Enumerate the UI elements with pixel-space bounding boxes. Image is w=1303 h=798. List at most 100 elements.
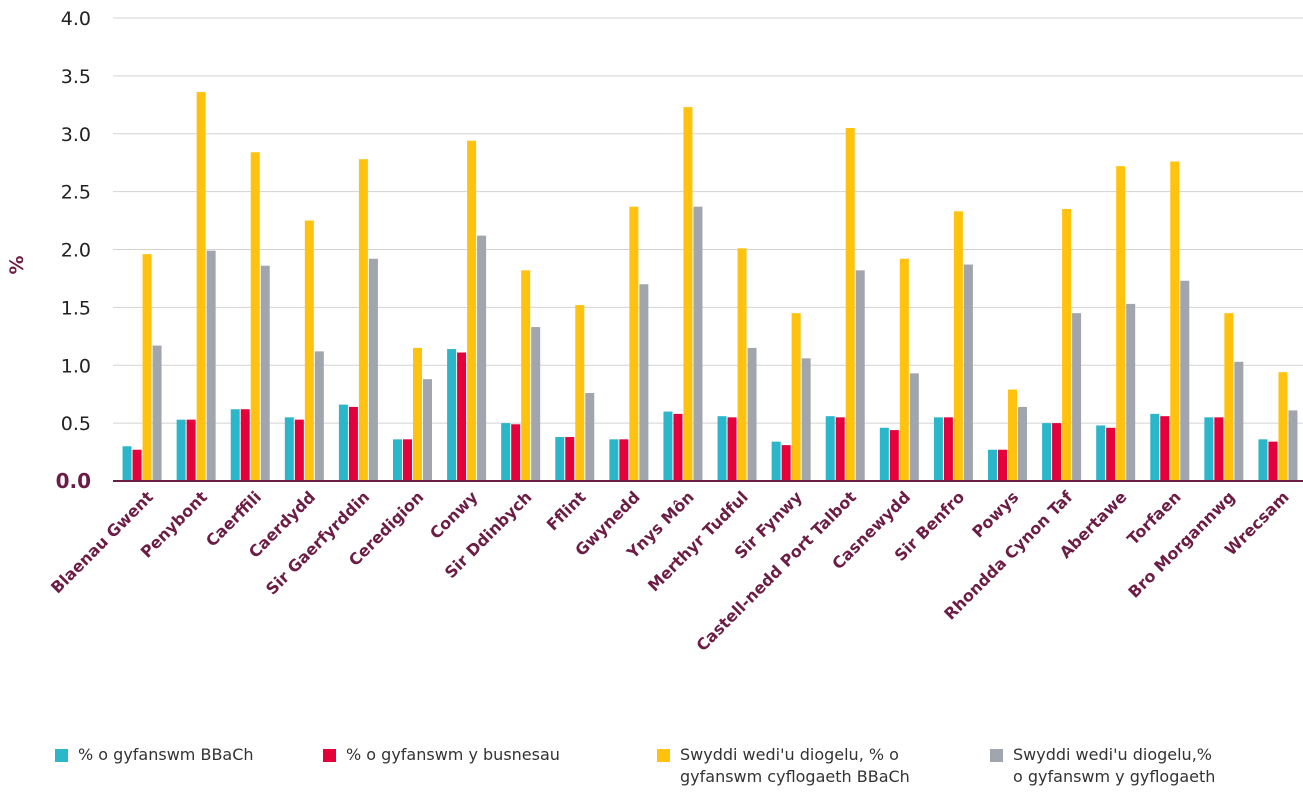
bar bbox=[619, 439, 629, 481]
bar bbox=[176, 419, 186, 481]
bar bbox=[639, 284, 649, 481]
bar bbox=[393, 439, 402, 481]
bar bbox=[501, 423, 511, 481]
y-axis-ticks: 0.0 0.5 1.0 1.5 2.0 2.5 3.0 3.5 4.0 bbox=[56, 8, 91, 493]
bar bbox=[240, 409, 250, 481]
legend-item: Swyddi wedi'u diogelu, % o gyfanswm cyflo… bbox=[657, 744, 910, 788]
bar bbox=[683, 107, 693, 481]
bar bbox=[403, 439, 412, 481]
bar bbox=[791, 313, 801, 481]
bar bbox=[609, 439, 619, 481]
bar bbox=[511, 424, 521, 481]
bar bbox=[152, 345, 162, 481]
bar bbox=[338, 404, 348, 481]
bar bbox=[747, 347, 757, 481]
bar bbox=[348, 406, 358, 481]
bar bbox=[1214, 417, 1224, 481]
bar bbox=[1116, 166, 1126, 481]
legend-swatch bbox=[55, 749, 68, 762]
bar bbox=[1072, 313, 1082, 481]
bar bbox=[284, 417, 294, 481]
bar bbox=[531, 327, 541, 481]
x-tick-label: Powys bbox=[968, 487, 1022, 541]
bar bbox=[575, 305, 585, 481]
bar bbox=[717, 416, 727, 481]
bar bbox=[467, 140, 477, 481]
bar bbox=[909, 373, 919, 481]
bar bbox=[899, 258, 909, 481]
legend-label-line: % o gyfanswm y busnesau bbox=[346, 745, 560, 764]
bar bbox=[457, 352, 467, 481]
bar bbox=[1224, 313, 1234, 481]
y-tick-label: 2.0 bbox=[61, 240, 91, 262]
bar bbox=[314, 351, 324, 481]
bar bbox=[963, 264, 973, 481]
bar bbox=[998, 449, 1007, 481]
y-tick-label: 4.0 bbox=[61, 8, 91, 30]
bar bbox=[1150, 413, 1160, 481]
bar bbox=[1204, 417, 1214, 481]
bar bbox=[1018, 406, 1027, 481]
legend: % o gyfanswm BBaCh % o gyfanswm y busnesa… bbox=[0, 744, 1303, 798]
legend-item: % o gyfanswm y busnesau bbox=[323, 744, 560, 766]
bar bbox=[413, 347, 422, 481]
bar bbox=[555, 437, 565, 481]
bar bbox=[1008, 389, 1017, 481]
bar bbox=[879, 427, 889, 481]
legend-label: % o gyfanswm BBaCh bbox=[78, 744, 254, 766]
bar bbox=[250, 152, 260, 481]
legend-label-line: o gyfanswm y gyflogaeth bbox=[1013, 767, 1216, 786]
bar bbox=[142, 254, 152, 481]
bar bbox=[737, 248, 747, 481]
y-tick-label: 3.5 bbox=[61, 66, 91, 88]
legend-label-line: Swyddi wedi'u diogelu,% bbox=[1013, 745, 1212, 764]
bar bbox=[801, 358, 811, 481]
bar-chart: 0.0 0.5 1.0 1.5 2.0 2.5 3.0 3.5 4.0 % Blaenau Gw… bbox=[6, 8, 1303, 655]
legend-label: % o gyfanswm y busnesau bbox=[346, 744, 560, 766]
bar bbox=[521, 270, 531, 481]
bar bbox=[781, 445, 791, 481]
legend-label-line: gyfanswm cyflogaeth BBaCh bbox=[680, 767, 910, 786]
bar bbox=[1180, 280, 1190, 481]
bar bbox=[889, 430, 899, 481]
bar bbox=[358, 159, 368, 481]
legend-item: % o gyfanswm BBaCh bbox=[55, 744, 254, 766]
legend-label-line: % o gyfanswm BBaCh bbox=[78, 745, 254, 764]
bar bbox=[1052, 423, 1062, 481]
y-tick-label: 3.0 bbox=[61, 124, 91, 146]
bar bbox=[1170, 161, 1180, 481]
bar bbox=[585, 393, 595, 481]
bar bbox=[953, 211, 963, 482]
bar bbox=[477, 235, 487, 481]
legend-swatch bbox=[657, 749, 670, 762]
bar bbox=[1160, 416, 1170, 481]
legend-label: Swyddi wedi'u diogelu,% o gyfanswm y gyfl… bbox=[1013, 744, 1215, 788]
legend-swatch bbox=[990, 749, 1003, 762]
bar bbox=[771, 441, 781, 481]
x-axis-category-labels: Blaenau GwentPenybontCaerffiliCaerdyddSi… bbox=[47, 487, 1293, 655]
bar bbox=[294, 419, 304, 481]
x-tick-label: Conwy bbox=[426, 487, 482, 543]
bar bbox=[206, 250, 216, 481]
bar bbox=[260, 265, 270, 481]
bar bbox=[1268, 441, 1278, 481]
legend-swatch bbox=[323, 749, 336, 762]
bar bbox=[447, 349, 457, 481]
x-tick-label: Sir Gaerfyrddin bbox=[262, 487, 373, 598]
legend-label: Swyddi wedi'u diogelu, % o gyfanswm cyflo… bbox=[680, 744, 910, 788]
bar bbox=[1258, 439, 1268, 481]
bar bbox=[230, 409, 240, 481]
bar bbox=[629, 206, 639, 482]
bar bbox=[835, 417, 845, 481]
y-tick-label: 1.0 bbox=[61, 355, 91, 377]
bars bbox=[122, 92, 1298, 482]
x-tick-label: Merthyr Tudful bbox=[644, 487, 752, 595]
bar bbox=[1062, 208, 1072, 482]
bar bbox=[988, 449, 997, 481]
bar bbox=[1234, 361, 1244, 481]
bar bbox=[855, 270, 865, 481]
y-tick-label: 0.5 bbox=[61, 413, 91, 435]
bar bbox=[186, 419, 196, 481]
bar bbox=[943, 417, 953, 481]
bar bbox=[845, 127, 855, 482]
